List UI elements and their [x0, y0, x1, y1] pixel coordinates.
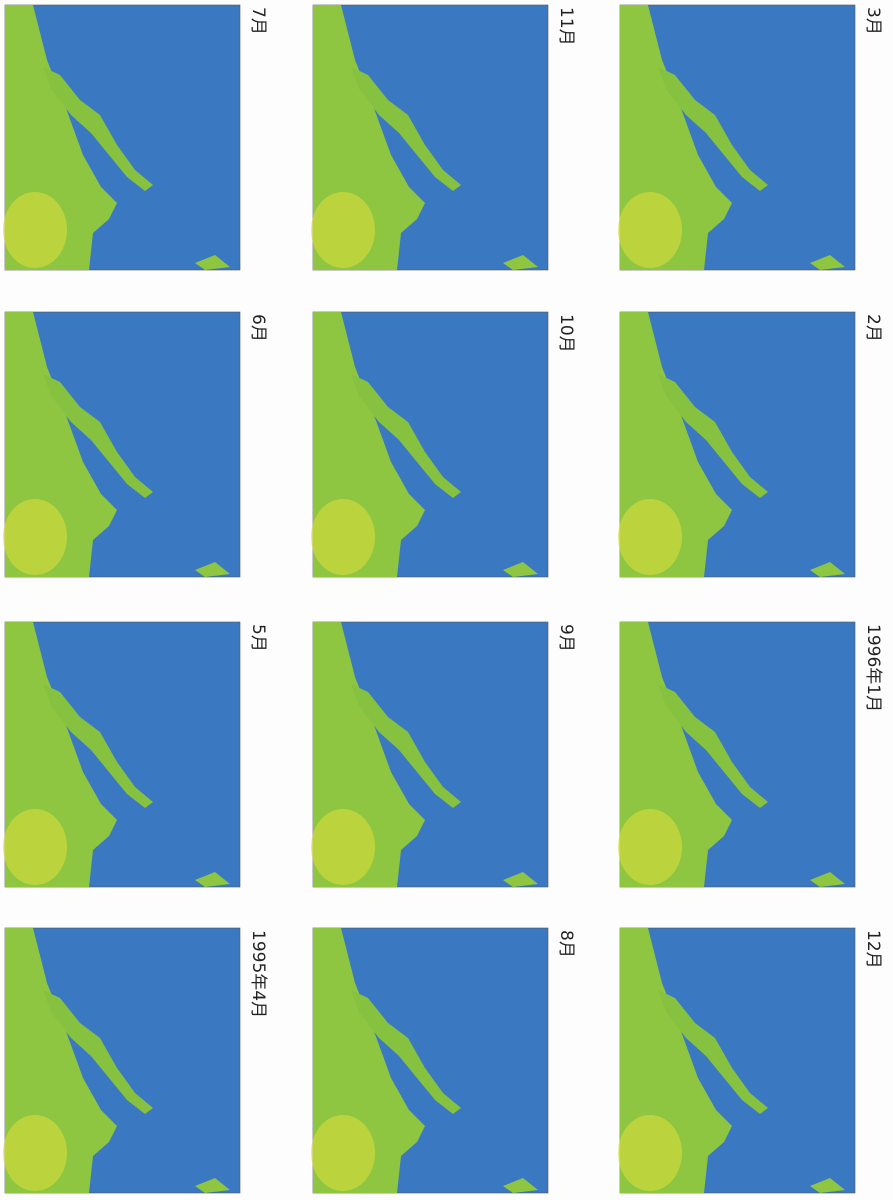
- vegetation-patch: [3, 192, 67, 268]
- map-panel: [3, 622, 240, 887]
- vegetation-patch: [311, 809, 375, 885]
- map-panel: [311, 622, 548, 887]
- panel-label: 6月: [248, 314, 268, 342]
- map-panel: [311, 312, 548, 577]
- map-panel: [3, 312, 240, 577]
- map-panel: [618, 5, 855, 270]
- map-panel: [311, 928, 548, 1193]
- vegetation-patch: [311, 1115, 375, 1191]
- panel-label: 3月: [863, 7, 883, 35]
- vegetation-patch: [3, 809, 67, 885]
- panel-label: 12月: [863, 930, 883, 969]
- vegetation-patch: [618, 1115, 682, 1191]
- vegetation-patch: [311, 192, 375, 268]
- panel-label: 1996年1月: [863, 624, 883, 712]
- map-panel: [3, 5, 240, 270]
- map-panel: [618, 312, 855, 577]
- map-panel: [618, 622, 855, 887]
- panel-label: 11月: [556, 7, 576, 46]
- panel-label: 7月: [248, 7, 268, 35]
- vegetation-patch: [3, 499, 67, 575]
- vegetation-patch: [311, 499, 375, 575]
- panel-label: 8月: [556, 930, 576, 958]
- vegetation-patch: [618, 192, 682, 268]
- panel-label: 5月: [248, 624, 268, 652]
- figure-page: 7月 6月 5月 1995年4月 11月 10月 9月 8月 3月 2月 1996年1月 12月: [0, 0, 893, 1200]
- panel-label: 10月: [556, 314, 576, 353]
- panel-label: 1995年4月: [248, 930, 268, 1018]
- vegetation-patch: [618, 809, 682, 885]
- map-panel: [618, 928, 855, 1193]
- map-panel: [311, 5, 548, 270]
- vegetation-patch: [3, 1115, 67, 1191]
- panel-label: 2月: [863, 314, 883, 342]
- panel-label: 9月: [556, 624, 576, 652]
- vegetation-patch: [618, 499, 682, 575]
- map-panel: [3, 928, 240, 1193]
